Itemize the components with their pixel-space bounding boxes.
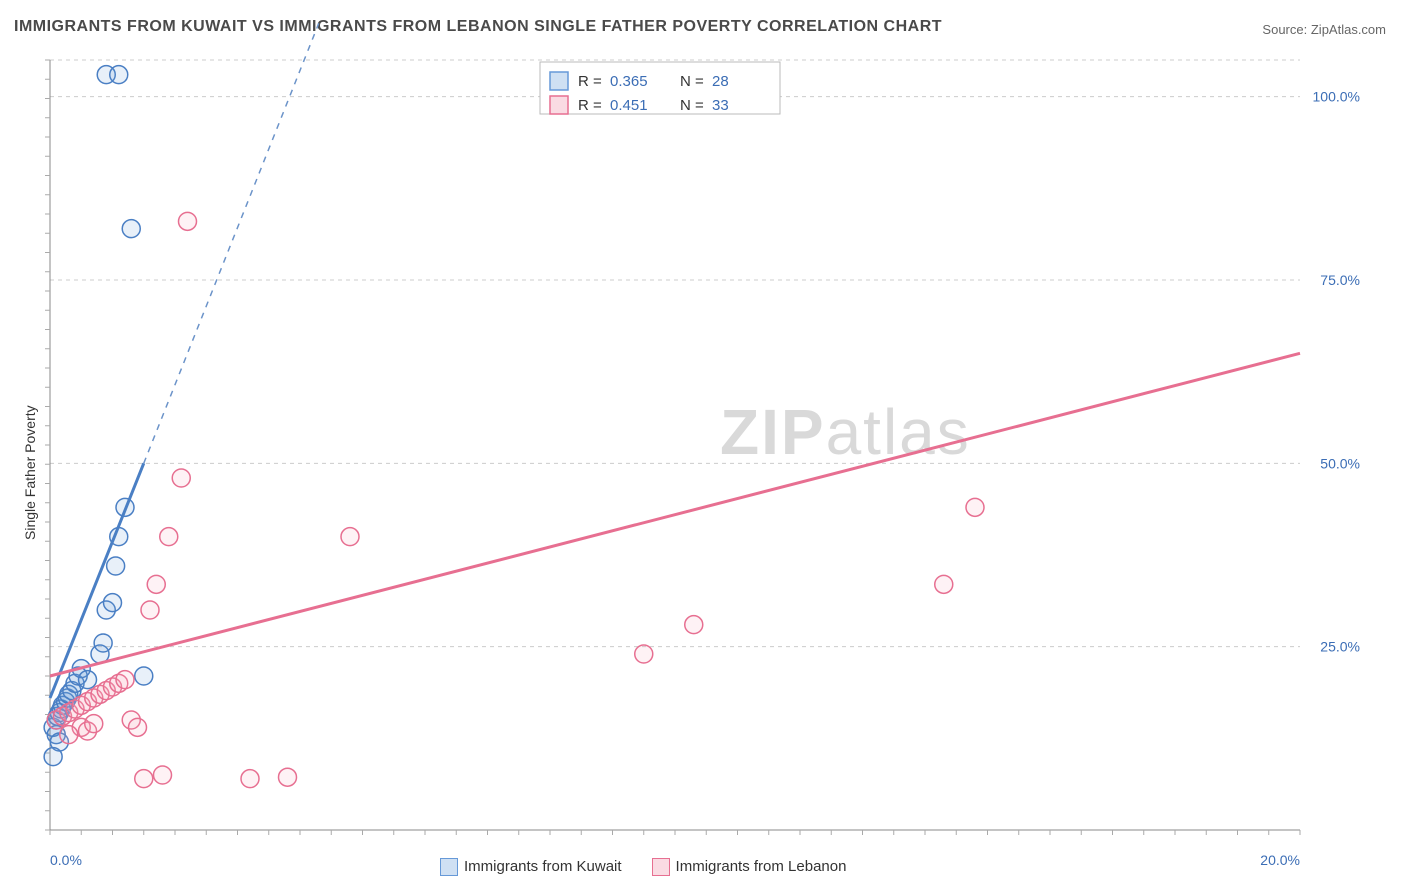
y-tick-label: 75.0% <box>1320 272 1360 288</box>
data-point <box>60 726 78 744</box>
y-tick-label: 50.0% <box>1320 455 1360 471</box>
x-tick-label: 0.0% <box>50 852 82 868</box>
data-point <box>122 220 140 238</box>
legend-swatch <box>550 96 568 114</box>
data-point <box>635 645 653 663</box>
legend-swatch <box>652 858 670 876</box>
data-point <box>44 748 62 766</box>
data-point <box>79 671 97 689</box>
data-point <box>94 634 112 652</box>
data-point <box>154 766 172 784</box>
data-point <box>966 498 984 516</box>
data-point <box>179 212 197 230</box>
x-tick-label: 20.0% <box>1260 852 1300 868</box>
data-point <box>129 718 147 736</box>
legend-label: Immigrants from Lebanon <box>676 858 847 875</box>
data-point <box>341 528 359 546</box>
trend-line <box>50 353 1300 676</box>
legend-r-value: 0.451 <box>610 97 648 114</box>
legend-item: Immigrants from Lebanon <box>652 858 847 876</box>
legend-n-label: N = <box>680 97 704 114</box>
data-point <box>172 469 190 487</box>
legend-item: Immigrants from Kuwait <box>440 858 622 876</box>
data-point <box>135 770 153 788</box>
legend-stats-box <box>540 62 780 114</box>
scatter-chart: 25.0% 50.0% 75.0% 100.0% 0.0% 20.0% R = 0.365 N … <box>0 0 1406 892</box>
legend-n-value: 33 <box>712 97 729 114</box>
data-point <box>135 667 153 685</box>
data-point <box>107 557 125 575</box>
legend-n-label: N = <box>680 73 704 90</box>
data-point <box>241 770 259 788</box>
data-point <box>935 575 953 593</box>
data-point <box>147 575 165 593</box>
data-point <box>104 594 122 612</box>
data-point <box>160 528 178 546</box>
legend-bottom: Immigrants from Kuwait Immigrants from Le… <box>440 858 846 876</box>
trend-line-extension <box>144 23 319 463</box>
legend-label: Immigrants from Kuwait <box>464 858 622 875</box>
data-point <box>279 768 297 786</box>
legend-r-label: R = <box>578 97 602 114</box>
data-point <box>116 671 134 689</box>
data-point <box>110 66 128 84</box>
legend-n-value: 28 <box>712 73 729 90</box>
y-tick-label: 25.0% <box>1320 639 1360 655</box>
data-point <box>141 601 159 619</box>
legend-swatch <box>440 858 458 876</box>
legend-r-label: R = <box>578 73 602 90</box>
data-point <box>85 715 103 733</box>
legend-r-value: 0.365 <box>610 73 648 90</box>
legend-swatch <box>550 72 568 90</box>
y-tick-label: 100.0% <box>1313 89 1360 105</box>
data-point <box>685 616 703 634</box>
